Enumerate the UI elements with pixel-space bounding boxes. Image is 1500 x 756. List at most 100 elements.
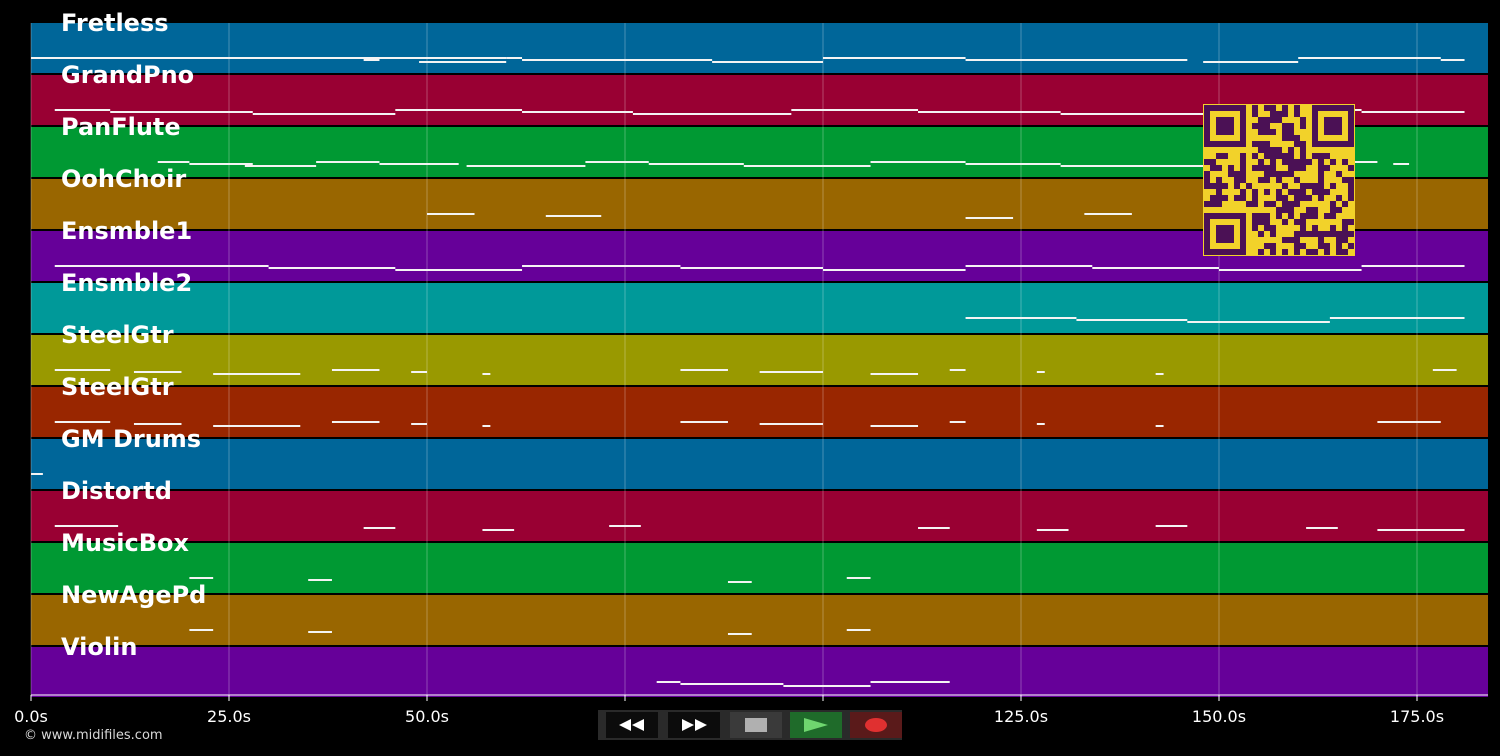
stop-icon xyxy=(745,718,767,732)
note-bar xyxy=(656,681,681,683)
qr-module xyxy=(1204,177,1210,183)
qr-module xyxy=(1342,225,1348,231)
qr-module xyxy=(1270,153,1276,159)
qr-module xyxy=(1282,207,1288,213)
qr-module xyxy=(1210,165,1216,171)
qr-module xyxy=(1240,159,1246,165)
note-bar xyxy=(727,581,752,583)
qr-module xyxy=(1264,171,1270,177)
qr-module xyxy=(1264,213,1270,219)
qr-module xyxy=(1204,159,1210,165)
note-bar xyxy=(791,109,919,111)
qr-module xyxy=(1300,189,1306,195)
qr-module xyxy=(1252,201,1258,207)
qr-module xyxy=(1282,171,1288,177)
qr-module xyxy=(1234,183,1240,189)
qr-module xyxy=(1264,123,1270,129)
qr-module xyxy=(1312,231,1318,237)
qr-module xyxy=(1330,183,1336,189)
qr-module xyxy=(1300,213,1306,219)
qr-module xyxy=(1300,231,1306,237)
qr-module xyxy=(1318,177,1324,183)
qr-module xyxy=(1318,237,1324,243)
note-bar xyxy=(331,421,380,423)
note-bar xyxy=(1203,61,1299,63)
time-grid xyxy=(30,23,1418,699)
qr-module xyxy=(1294,105,1300,111)
qr-module xyxy=(1252,165,1258,171)
qr-module xyxy=(1228,171,1234,177)
note-bar xyxy=(1036,529,1069,531)
qr-module xyxy=(1276,153,1282,159)
qr-module xyxy=(1348,177,1354,183)
note-bar xyxy=(213,373,301,375)
note-bar xyxy=(522,59,713,61)
qr-module xyxy=(1264,225,1270,231)
qr-module xyxy=(1270,111,1276,117)
qr-module xyxy=(1294,231,1300,237)
note-bar xyxy=(54,265,269,267)
qr-module xyxy=(1330,225,1336,231)
note-bar xyxy=(680,421,728,423)
qr-module xyxy=(1240,177,1246,183)
qr-module xyxy=(1300,141,1306,147)
qr-module xyxy=(1252,219,1258,225)
qr-module xyxy=(1282,123,1288,129)
note-bar xyxy=(965,317,1077,319)
note-bar xyxy=(918,111,1061,113)
qr-module xyxy=(1300,219,1306,225)
note-bar xyxy=(759,371,823,373)
note-bar xyxy=(545,215,602,217)
rewind-button[interactable] xyxy=(606,712,658,738)
qr-module xyxy=(1348,219,1354,225)
qr-module xyxy=(1210,195,1216,201)
qr-module xyxy=(1300,165,1306,171)
qr-module xyxy=(1288,147,1294,153)
qr-module xyxy=(1240,165,1246,171)
qr-module xyxy=(1258,249,1264,255)
qr-module xyxy=(1300,153,1306,159)
qr-module xyxy=(1264,219,1270,225)
qr-module xyxy=(1342,177,1348,183)
qr-module xyxy=(1210,183,1216,189)
note-bar xyxy=(189,577,214,579)
qr-module xyxy=(1282,201,1288,207)
note-bar xyxy=(482,373,491,375)
note-bar xyxy=(965,265,1093,267)
qr-module xyxy=(1216,183,1222,189)
stop-button[interactable] xyxy=(730,712,782,738)
qr-code[interactable] xyxy=(1203,104,1355,256)
note-bar xyxy=(308,631,332,633)
note-bar xyxy=(31,473,43,475)
note-bar xyxy=(680,267,823,269)
qr-module xyxy=(1240,189,1246,195)
track-lane xyxy=(31,595,1488,645)
note-bar xyxy=(1377,529,1465,531)
qr-module xyxy=(1222,183,1228,189)
qr-module xyxy=(1270,171,1276,177)
qr-module xyxy=(1204,171,1210,177)
qr-module xyxy=(1252,153,1258,159)
note-bar xyxy=(1060,113,1219,115)
note-bar xyxy=(379,163,459,165)
qr-module xyxy=(1258,147,1264,153)
note-bar xyxy=(411,423,427,425)
record-button[interactable] xyxy=(850,712,902,738)
qr-module xyxy=(1228,165,1234,171)
qr-module xyxy=(1336,171,1342,177)
note-bar xyxy=(870,425,919,427)
note-bar xyxy=(727,633,752,635)
qr-module xyxy=(1204,201,1210,207)
qr-module xyxy=(1270,117,1276,123)
note-bar xyxy=(1036,423,1045,425)
qr-module xyxy=(1270,231,1276,237)
track-lane xyxy=(31,647,1488,697)
play-button[interactable] xyxy=(790,712,842,738)
note-bar xyxy=(363,527,396,529)
qr-module xyxy=(1282,183,1288,189)
note-bar xyxy=(54,369,111,371)
qr-module xyxy=(1288,171,1294,177)
note-bar xyxy=(331,369,380,371)
fast-forward-button[interactable] xyxy=(668,712,720,738)
note-bar xyxy=(1377,421,1441,423)
